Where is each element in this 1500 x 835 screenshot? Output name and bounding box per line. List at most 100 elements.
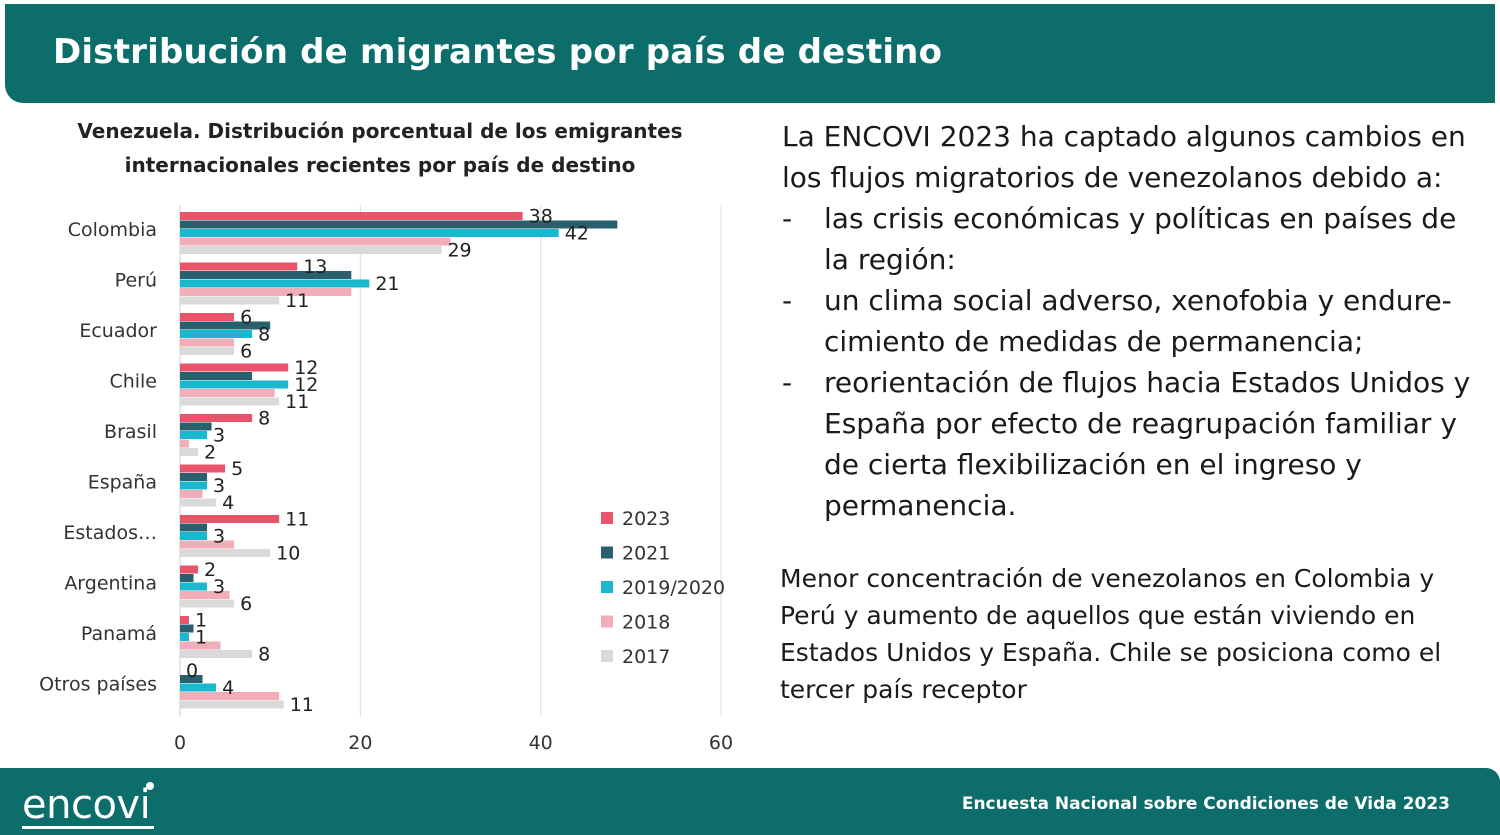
data-label: 5 (231, 458, 243, 480)
intro-paragraph: La ENCOVI 2023 ha captado algunos cambio… (782, 120, 1466, 194)
data-label: 12 (294, 357, 318, 379)
bar-chart: 0 20 40 60Colombia384229Perú132111Ecuador68… (39, 205, 733, 754)
data-label: 11 (290, 694, 314, 716)
data-label: 4 (222, 492, 234, 514)
bar (180, 549, 271, 557)
category-label: Panamá (81, 623, 157, 645)
data-label: 6 (240, 340, 252, 362)
bullet-dash: - (782, 202, 793, 235)
legend-label: 2017 (622, 646, 670, 668)
data-label: 4 (222, 677, 234, 699)
data-label: 11 (285, 508, 309, 530)
bar (180, 498, 217, 507)
data-label: 38 (529, 205, 553, 227)
bar (180, 380, 289, 389)
data-label: 0 (186, 660, 198, 682)
bar (180, 599, 235, 608)
page-title: Distribución de migrantes por país de de… (53, 32, 943, 72)
bar (180, 650, 253, 658)
legend-label: 2019/2020 (622, 577, 725, 599)
data-label: 8 (258, 643, 270, 665)
bar (180, 262, 298, 271)
category-label: Chile (109, 371, 157, 393)
data-label: 2 (204, 559, 216, 581)
data-label: 3 (213, 424, 225, 446)
bar (180, 633, 190, 641)
bar (180, 271, 352, 279)
data-label: 3 (213, 576, 225, 598)
bar (180, 574, 194, 582)
data-label: 3 (213, 525, 225, 547)
encovi-logo: encovi (22, 782, 151, 828)
survey-name: Encuesta Nacional sobre Condiciones de V… (961, 794, 1450, 814)
data-label: 1 (195, 609, 207, 631)
x-tick-label: 60 (709, 732, 733, 754)
bar (180, 313, 235, 321)
category-label: Otros países (39, 674, 157, 696)
bar (180, 490, 203, 498)
bar (180, 347, 235, 355)
bar (180, 675, 203, 683)
explanation-text: La ENCOVI 2023 ha captado algunos cambio… (782, 116, 1482, 526)
bar (180, 692, 280, 700)
bar (180, 523, 208, 532)
bar (180, 641, 221, 650)
data-label: 8 (258, 323, 270, 345)
data-label: 12 (294, 374, 318, 396)
bar (180, 397, 280, 406)
legend-label: 2023 (622, 508, 670, 530)
bar (180, 338, 235, 347)
footer-banner: encovi Encuesta Nacional sobre Condicion… (0, 768, 1500, 835)
bar (180, 624, 194, 633)
bar (180, 330, 253, 338)
bar (180, 515, 280, 523)
bar (180, 565, 199, 574)
legend-swatch (601, 581, 613, 593)
bar (180, 422, 212, 431)
bar (180, 481, 208, 490)
category-label: Brasil (104, 421, 157, 443)
data-label: 11 (285, 290, 309, 312)
data-label: 1 (195, 626, 207, 648)
bar (180, 372, 253, 380)
bar (180, 431, 208, 439)
bar (180, 473, 208, 481)
logo-underline (22, 826, 154, 829)
bullet-dash: - (782, 284, 793, 317)
data-label: 2 (204, 441, 216, 463)
bar (180, 279, 370, 288)
bar (180, 700, 284, 709)
bar (180, 363, 289, 372)
bullet-text: las crisis económicas y políticas en paí… (824, 202, 1457, 276)
bar (180, 591, 230, 599)
bar (180, 683, 217, 692)
legend-swatch (601, 546, 613, 559)
bullet-text: reorientación de flujos hacia Estados Un… (824, 366, 1471, 522)
reasons-list: - las crisis económicas y políticas en pa… (782, 198, 1482, 526)
bar (180, 616, 190, 624)
category-label: Colombia (68, 219, 157, 241)
list-item: - un clima social adverso, xenofobia y en… (782, 280, 1482, 362)
bar (180, 540, 235, 549)
category-label: Estados… (63, 522, 157, 544)
category-label: Perú (115, 270, 157, 292)
legend-label: 2021 (622, 543, 670, 565)
bar (180, 237, 451, 246)
data-label: 8 (258, 407, 270, 429)
bar (180, 532, 208, 540)
category-label: España (88, 472, 157, 494)
data-label: 6 (240, 306, 252, 328)
header-banner: Distribución de migrantes por país de de… (5, 4, 1495, 103)
bar (180, 246, 442, 254)
data-label: 10 (276, 542, 300, 564)
bar (180, 464, 226, 473)
category-label: Argentina (64, 573, 157, 595)
x-tick-label: 40 (529, 732, 553, 754)
x-tick-label: 20 (348, 732, 372, 754)
data-label: 21 (375, 273, 399, 295)
legend-swatch (601, 512, 613, 524)
legend-swatch (601, 650, 613, 662)
bar (180, 414, 253, 422)
bar (180, 448, 199, 456)
category-label: Ecuador (79, 320, 157, 342)
